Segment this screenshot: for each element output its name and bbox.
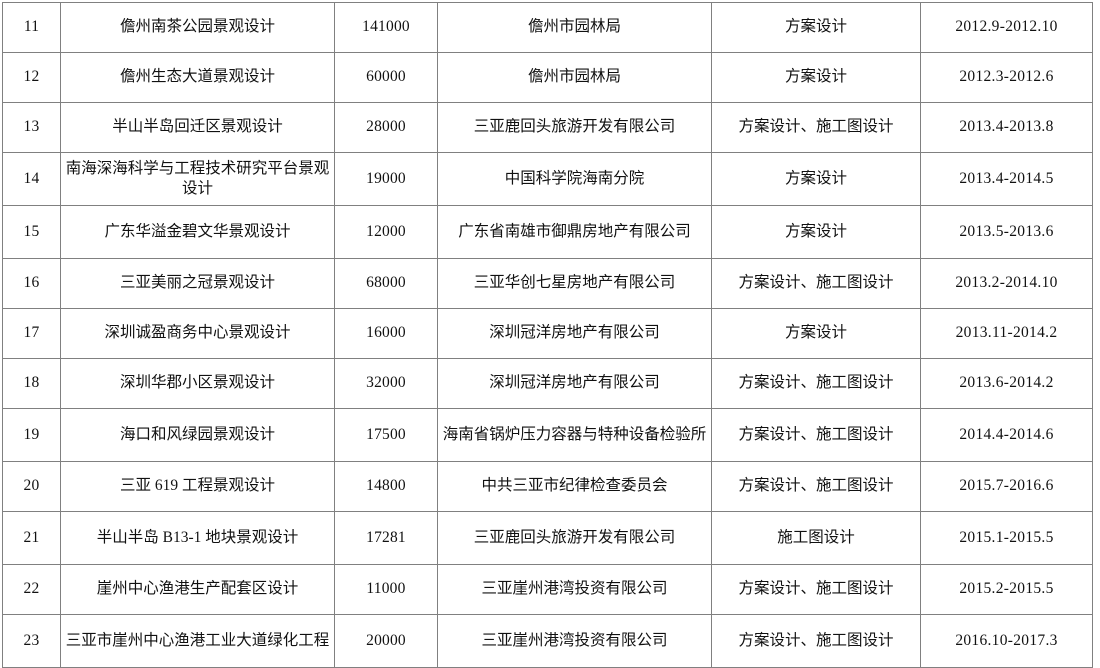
cell-serial-number: 14 bbox=[2, 152, 61, 206]
cell-project-name: 儋州南茶公园景观设计 bbox=[60, 2, 335, 53]
cell-client-organization: 三亚鹿回头旅游开发有限公司 bbox=[437, 511, 712, 565]
table-row: 19 海口和风绿园景观设计 17500 海南省锅炉压力容器与特种设备检验所 方案设计、施… bbox=[2, 408, 1093, 462]
cell-design-period: 2015.1-2015.5 bbox=[920, 511, 1093, 565]
cell-client-organization: 三亚鹿回头旅游开发有限公司 bbox=[437, 102, 712, 153]
cell-project-name: 深圳华郡小区景观设计 bbox=[60, 358, 335, 409]
cell-project-name: 儋州生态大道景观设计 bbox=[60, 52, 335, 103]
cell-project-name: 半山半岛回迁区景观设计 bbox=[60, 102, 335, 153]
cell-project-name: 三亚市崖州中心渔港工业大道绿化工程 bbox=[60, 614, 335, 668]
cell-project-area: 20000 bbox=[334, 614, 438, 668]
cell-serial-number: 13 bbox=[2, 102, 61, 153]
cell-design-period: 2013.2-2014.10 bbox=[920, 258, 1093, 309]
cell-serial-number: 16 bbox=[2, 258, 61, 309]
cell-design-period: 2016.10-2017.3 bbox=[920, 614, 1093, 668]
cell-design-period: 2013.5-2013.6 bbox=[920, 205, 1093, 259]
cell-design-scope: 方案设计 bbox=[711, 152, 921, 206]
cell-project-area: 16000 bbox=[334, 308, 438, 359]
cell-design-period: 2013.6-2014.2 bbox=[920, 358, 1093, 409]
cell-design-period: 2013.4-2014.5 bbox=[920, 152, 1093, 206]
cell-client-organization: 三亚华创七星房地产有限公司 bbox=[437, 258, 712, 309]
cell-project-area: 141000 bbox=[334, 2, 438, 53]
cell-serial-number: 11 bbox=[2, 2, 61, 53]
cell-client-organization: 中国科学院海南分院 bbox=[437, 152, 712, 206]
table-row: 22 崖州中心渔港生产配套区设计 11000 三亚崖州港湾投资有限公司 方案设计、施工图… bbox=[2, 564, 1093, 615]
cell-serial-number: 12 bbox=[2, 52, 61, 103]
cell-design-scope: 方案设计、施工图设计 bbox=[711, 358, 921, 409]
cell-design-period: 2013.11-2014.2 bbox=[920, 308, 1093, 359]
cell-project-area: 32000 bbox=[334, 358, 438, 409]
cell-design-scope: 方案设计 bbox=[711, 308, 921, 359]
cell-project-name: 深圳诚盈商务中心景观设计 bbox=[60, 308, 335, 359]
cell-serial-number: 18 bbox=[2, 358, 61, 409]
table-row: 18 深圳华郡小区景观设计 32000 深圳冠洋房地产有限公司 方案设计、施工图设计 20… bbox=[2, 358, 1093, 409]
cell-project-name: 南海深海科学与工程技术研究平台景观设计 bbox=[60, 152, 335, 206]
cell-design-period: 2013.4-2013.8 bbox=[920, 102, 1093, 153]
cell-project-area: 28000 bbox=[334, 102, 438, 153]
cell-design-period: 2015.7-2016.6 bbox=[920, 461, 1093, 512]
cell-design-period: 2012.9-2012.10 bbox=[920, 2, 1093, 53]
cell-project-name: 海口和风绿园景观设计 bbox=[60, 408, 335, 462]
cell-client-organization: 三亚崖州港湾投资有限公司 bbox=[437, 564, 712, 615]
cell-project-name: 半山半岛 B13-1 地块景观设计 bbox=[60, 511, 335, 565]
table-row: 11 儋州南茶公园景观设计 141000 儋州市园林局 方案设计 2012.9-2012.… bbox=[2, 2, 1093, 53]
cell-design-scope: 方案设计、施工图设计 bbox=[711, 461, 921, 512]
table-row: 21 半山半岛 B13-1 地块景观设计 17281 三亚鹿回头旅游开发有限公司 施工图… bbox=[2, 511, 1093, 565]
cell-client-organization: 深圳冠洋房地产有限公司 bbox=[437, 308, 712, 359]
cell-design-scope: 方案设计 bbox=[711, 205, 921, 259]
table-row: 16 三亚美丽之冠景观设计 68000 三亚华创七星房地产有限公司 方案设计、施工图设计… bbox=[2, 258, 1093, 309]
cell-project-area: 12000 bbox=[334, 205, 438, 259]
cell-serial-number: 22 bbox=[2, 564, 61, 615]
cell-serial-number: 19 bbox=[2, 408, 61, 462]
cell-design-scope: 方案设计、施工图设计 bbox=[711, 258, 921, 309]
cell-project-area: 19000 bbox=[334, 152, 438, 206]
cell-client-organization: 深圳冠洋房地产有限公司 bbox=[437, 358, 712, 409]
cell-serial-number: 17 bbox=[2, 308, 61, 359]
cell-project-name: 广东华溢金碧文华景观设计 bbox=[60, 205, 335, 259]
table-row: 23 三亚市崖州中心渔港工业大道绿化工程 20000 三亚崖州港湾投资有限公司 方案设计… bbox=[2, 614, 1093, 668]
cell-design-period: 2015.2-2015.5 bbox=[920, 564, 1093, 615]
table-row: 17 深圳诚盈商务中心景观设计 16000 深圳冠洋房地产有限公司 方案设计 2013.1… bbox=[2, 308, 1093, 359]
cell-serial-number: 15 bbox=[2, 205, 61, 259]
cell-project-name: 三亚美丽之冠景观设计 bbox=[60, 258, 335, 309]
cell-serial-number: 23 bbox=[2, 614, 61, 668]
cell-project-area: 17281 bbox=[334, 511, 438, 565]
cell-project-name: 三亚 619 工程景观设计 bbox=[60, 461, 335, 512]
cell-project-area: 68000 bbox=[334, 258, 438, 309]
cell-client-organization: 儋州市园林局 bbox=[437, 52, 712, 103]
table-row: 14 南海深海科学与工程技术研究平台景观设计 19000 中国科学院海南分院 方案设计 2… bbox=[2, 152, 1093, 206]
table-row: 20 三亚 619 工程景观设计 14800 中共三亚市纪律检查委员会 方案设计、施工图… bbox=[2, 461, 1093, 512]
table-row: 13 半山半岛回迁区景观设计 28000 三亚鹿回头旅游开发有限公司 方案设计、施工图设… bbox=[2, 102, 1093, 153]
cell-project-area: 17500 bbox=[334, 408, 438, 462]
cell-design-scope: 施工图设计 bbox=[711, 511, 921, 565]
cell-design-scope: 方案设计 bbox=[711, 2, 921, 53]
cell-client-organization: 海南省锅炉压力容器与特种设备检验所 bbox=[437, 408, 712, 462]
cell-design-scope: 方案设计、施工图设计 bbox=[711, 564, 921, 615]
cell-client-organization: 儋州市园林局 bbox=[437, 2, 712, 53]
cell-design-scope: 方案设计、施工图设计 bbox=[711, 614, 921, 668]
cell-project-area: 11000 bbox=[334, 564, 438, 615]
cell-serial-number: 21 bbox=[2, 511, 61, 565]
cell-project-area: 14800 bbox=[334, 461, 438, 512]
cell-design-scope: 方案设计、施工图设计 bbox=[711, 102, 921, 153]
cell-design-scope: 方案设计 bbox=[711, 52, 921, 103]
table-row: 15 广东华溢金碧文华景观设计 12000 广东省南雄市御鼎房地产有限公司 方案设计 20… bbox=[2, 205, 1093, 259]
cell-design-period: 2012.3-2012.6 bbox=[920, 52, 1093, 103]
cell-design-scope: 方案设计、施工图设计 bbox=[711, 408, 921, 462]
cell-client-organization: 广东省南雄市御鼎房地产有限公司 bbox=[437, 205, 712, 259]
cell-project-name: 崖州中心渔港生产配套区设计 bbox=[60, 564, 335, 615]
cell-project-area: 60000 bbox=[334, 52, 438, 103]
cell-client-organization: 中共三亚市纪律检查委员会 bbox=[437, 461, 712, 512]
cell-design-period: 2014.4-2014.6 bbox=[920, 408, 1093, 462]
table-row: 12 儋州生态大道景观设计 60000 儋州市园林局 方案设计 2012.3-2012.6 bbox=[2, 52, 1093, 103]
cell-serial-number: 20 bbox=[2, 461, 61, 512]
cell-client-organization: 三亚崖州港湾投资有限公司 bbox=[437, 614, 712, 668]
